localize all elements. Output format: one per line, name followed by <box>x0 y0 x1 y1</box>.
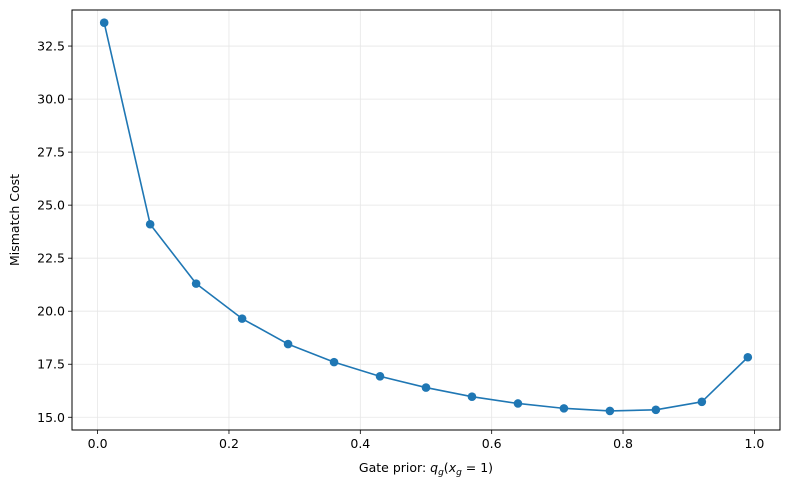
data-point <box>743 352 753 362</box>
y-tick-label: 27.5 <box>37 145 65 160</box>
x-tick-label: 0.0 <box>88 436 108 451</box>
grid-lines <box>72 10 780 430</box>
x-tick-label: 0.2 <box>219 436 239 451</box>
x-tick-label: 0.6 <box>482 436 502 451</box>
y-tick-label: 22.5 <box>37 251 65 266</box>
data-point <box>283 339 293 349</box>
data-point <box>145 219 155 229</box>
series-line <box>103 22 749 412</box>
data-point <box>375 372 385 381</box>
x-tick-label: 0.8 <box>613 436 633 451</box>
data-point <box>237 314 247 323</box>
data-point <box>697 397 707 407</box>
x-tick-label: 1.0 <box>744 436 764 451</box>
plot-area-frame <box>71 9 781 431</box>
data-point <box>605 406 615 416</box>
y-tick-label: 17.5 <box>37 357 65 372</box>
data-point <box>467 392 477 401</box>
data-point <box>99 18 109 28</box>
data-point <box>329 357 339 367</box>
y-tick-label: 32.5 <box>37 39 65 54</box>
tick-layer: 0.0 0.2 0.4 0.6 0.8 1.0 15.0 17.5 20.0 22.5 25.0 27… <box>37 39 764 451</box>
data-point <box>513 399 523 408</box>
data-point <box>191 279 201 288</box>
y-tick-label: 25.0 <box>37 198 65 213</box>
data-point <box>651 405 661 415</box>
x-axis-label: Gate prior: qg(xg = 1) <box>359 460 493 478</box>
series-layer <box>99 18 753 416</box>
data-point <box>421 383 431 392</box>
y-axis-label: Mismatch Cost <box>7 174 22 266</box>
y-tick-label: 15.0 <box>37 410 65 425</box>
y-tick-label: 20.0 <box>37 304 65 319</box>
data-point <box>559 404 569 413</box>
y-tick-label: 30.0 <box>37 92 65 107</box>
x-tick-label: 0.4 <box>350 436 370 451</box>
